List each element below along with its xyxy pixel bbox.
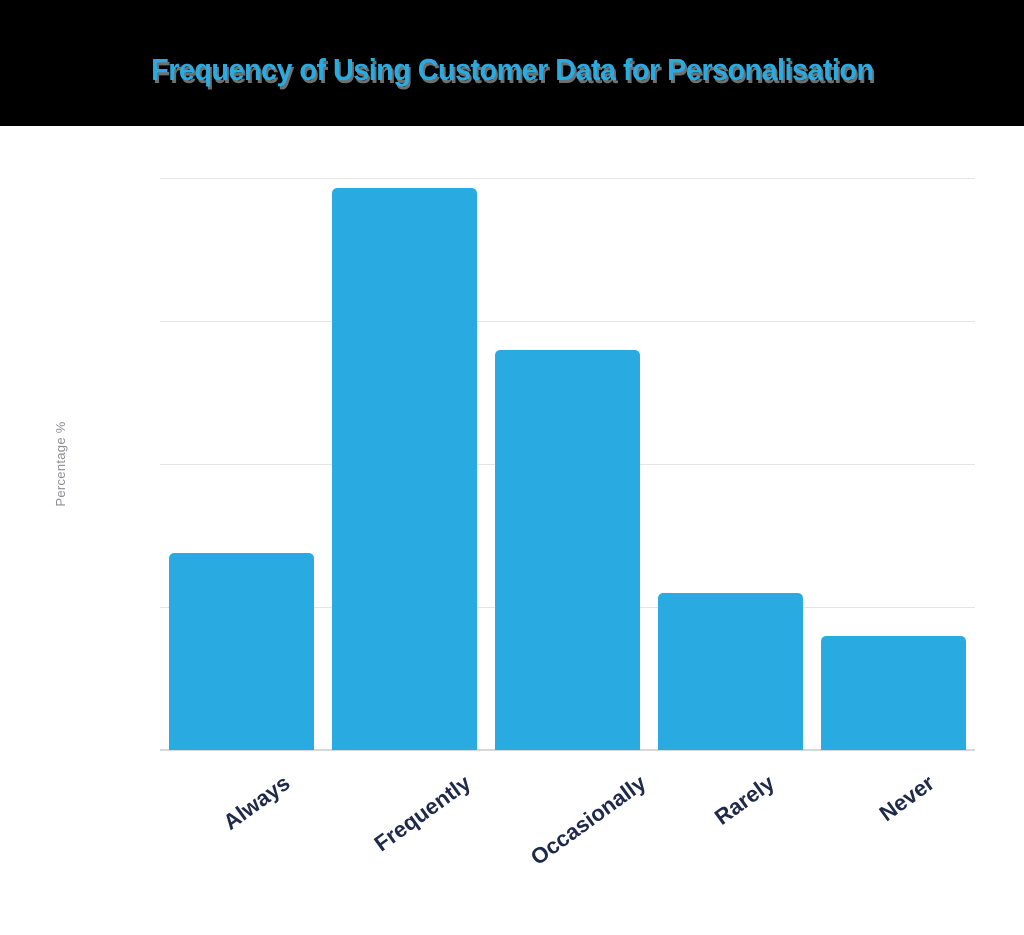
- bar-slot: [486, 178, 649, 750]
- x-axis-tick-label-rarely: Rarely: [709, 770, 779, 830]
- x-tick-slot: Frequently: [323, 764, 486, 874]
- bar-slot: [160, 178, 323, 750]
- x-axis-tick-label-frequently: Frequently: [369, 770, 476, 857]
- x-axis-tick-label-always: Always: [218, 770, 295, 835]
- bar-slot: [649, 178, 812, 750]
- bar-never[interactable]: [820, 635, 967, 750]
- y-axis-label: Percentage %: [53, 421, 69, 507]
- x-tick-slot: Always: [160, 764, 323, 874]
- bar-frequently[interactable]: [331, 188, 478, 750]
- plot-area: 010203040: [160, 178, 975, 751]
- x-tick-slot: Never: [812, 764, 975, 874]
- bar-always[interactable]: [168, 552, 315, 750]
- x-axis-tick-label-occasionally: Occasionally: [525, 770, 651, 871]
- bars-group: [160, 178, 975, 750]
- x-tick-slot: Rarely: [649, 764, 812, 874]
- bar-slot: [323, 178, 486, 750]
- gridline: [160, 178, 975, 179]
- bar-slot: [812, 178, 975, 750]
- chart-canvas: Percentage % 010203040 Always Frequently O…: [0, 126, 1024, 935]
- page-title: Frequency of Using Customer Data for Per…: [150, 52, 874, 87]
- x-tick-slot: Occasionally: [486, 764, 651, 874]
- bar-rarely[interactable]: [657, 592, 804, 750]
- title-banner: Frequency of Using Customer Data for Per…: [0, 0, 1024, 126]
- x-axis-tick-label-never: Never: [874, 770, 939, 827]
- x-axis-tick-labels: Always Frequently Occasionally Rarely Never: [160, 764, 975, 874]
- bar-occasionally[interactable]: [494, 349, 641, 750]
- gridline: [160, 321, 975, 322]
- x-axis-line: [160, 749, 975, 751]
